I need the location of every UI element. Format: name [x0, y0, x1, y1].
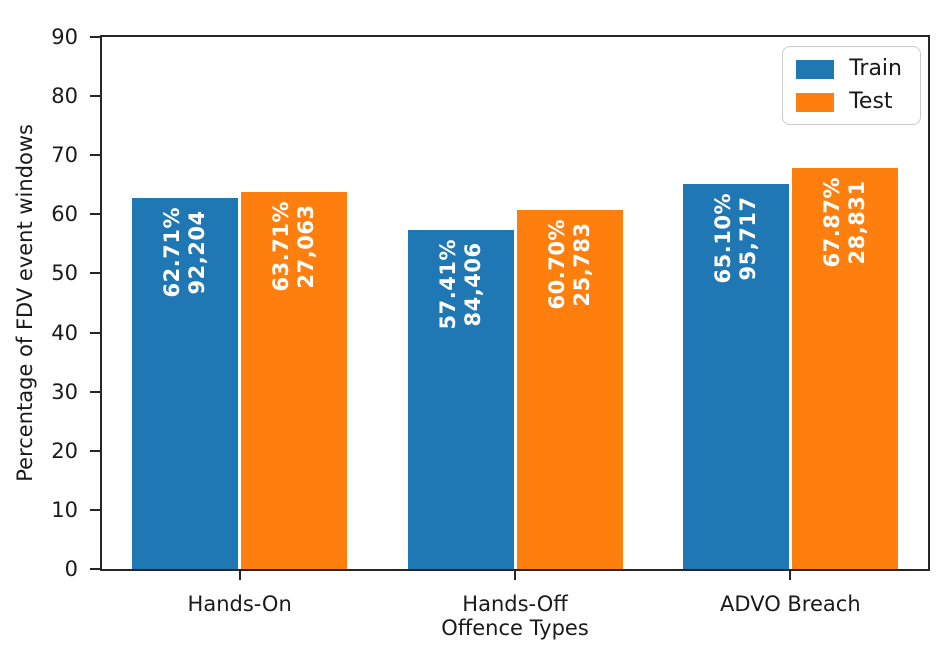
bar-label: 65.10% 95,717: [711, 193, 761, 283]
y-tick-label: 50: [51, 261, 78, 286]
bar-label-count: 28,831: [844, 180, 869, 265]
bar-train-2: 57.41% 84,406: [407, 229, 514, 569]
bar-label-count: 25,783: [569, 222, 594, 307]
y-axis-title: Percentage of FDV event windows: [13, 124, 37, 482]
bar-label-percent: 67.87%: [820, 176, 845, 268]
bar-label-wrap: 60.70% 25,783: [545, 219, 595, 309]
y-axis-title-wrap: Percentage of FDV event windows: [2, 35, 48, 571]
legend: Train Test: [782, 46, 921, 125]
y-tick-label: 70: [51, 143, 78, 168]
legend-label-train: Train: [849, 56, 902, 81]
x-tick-label: Hands-On: [187, 592, 292, 616]
x-tick-label: Hands-Off: [462, 592, 568, 616]
bar-label: 67.87% 28,831: [820, 177, 870, 267]
bar-train-3: 65.10% 95,717: [682, 184, 789, 569]
bar-label-count: 95,717: [735, 196, 760, 281]
bar-label-percent: 62.71%: [160, 207, 185, 298]
bar-label-percent: 60.70%: [544, 219, 569, 310]
bar-label-count: 27,063: [294, 204, 319, 289]
x-tick-mark: [238, 571, 241, 580]
y-tick-mark: [90, 95, 100, 98]
y-tick-label: 0: [64, 557, 78, 581]
bar-label-count: 92,204: [185, 210, 210, 295]
bar-label: 62.71% 92,204: [160, 207, 210, 297]
bar-label-wrap: 57.41% 84,406: [436, 239, 486, 329]
y-tick-mark: [90, 390, 100, 393]
legend-item-test: Test: [796, 91, 902, 113]
bar-train-1: 62.71% 92,204: [132, 198, 239, 569]
x-tick-mark: [514, 571, 516, 580]
bar-label-wrap: 63.71% 27,063: [269, 201, 319, 291]
y-tick-label: 80: [51, 84, 78, 109]
x-tick-label: ADVO Breach: [720, 592, 861, 616]
bar-test-3: 67.87% 28,831: [791, 167, 898, 569]
plot-area: Train Test 0 10 20 30 40 50 60 70 80 90 Hands-On Ha…: [51, 27, 930, 616]
bar-label-count: 84,406: [460, 241, 485, 326]
bar-label-wrap: 62.71% 92,204: [160, 207, 210, 297]
y-tick-mark: [90, 331, 100, 334]
bar-label-wrap: 67.87% 28,831: [820, 177, 870, 267]
bar-test-1: 63.71% 27,063: [241, 192, 348, 569]
x-axis-title: Offence Types: [441, 616, 589, 640]
y-tick-mark: [90, 154, 100, 157]
test-swatch-icon: [796, 92, 835, 112]
bar-label: 57.41% 84,406: [436, 239, 486, 329]
y-tick-label: 60: [51, 202, 78, 227]
y-tick-mark: [90, 213, 100, 216]
bar-label-wrap: 65.10% 95,717: [711, 193, 761, 283]
y-tick-label: 90: [51, 25, 78, 49]
y-tick-label: 20: [51, 438, 78, 463]
y-tick-label: 30: [51, 379, 78, 404]
bar-test-2: 60.70% 25,783: [516, 210, 623, 569]
x-tick-mark: [789, 571, 792, 580]
y-tick-mark: [90, 36, 100, 38]
y-tick-mark: [90, 272, 100, 275]
y-tick-mark: [90, 508, 100, 511]
y-tick-label: 40: [51, 320, 78, 345]
legend-label-test: Test: [849, 89, 893, 114]
y-tick-mark: [90, 568, 100, 570]
train-swatch-icon: [796, 59, 835, 79]
bar-label: 63.71% 27,063: [269, 201, 319, 291]
y-tick-label: 10: [51, 497, 78, 522]
bar-label-percent: 57.41%: [435, 238, 460, 330]
legend-item-train: Train: [796, 58, 902, 80]
y-tick-mark: [90, 449, 100, 452]
bar-label: 60.70% 25,783: [545, 219, 595, 309]
bar-label-percent: 65.10%: [711, 193, 736, 284]
bar-label-percent: 63.71%: [269, 201, 294, 292]
